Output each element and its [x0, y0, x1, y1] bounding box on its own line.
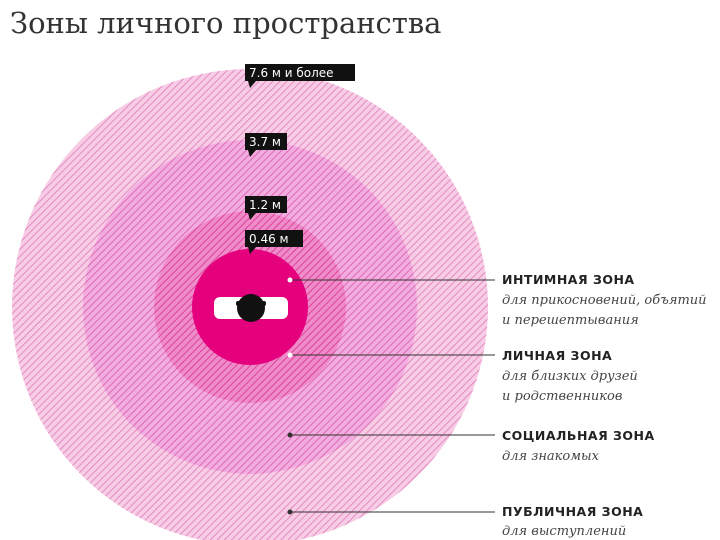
zone-name: ЛИЧНАЯ ЗОНА	[502, 348, 612, 363]
zone-description: и родственников	[502, 389, 622, 404]
zone-description: и перешептывания	[502, 313, 639, 328]
zone-description: для близких друзей	[502, 369, 638, 384]
person-icon	[214, 294, 288, 322]
distance-label: 7.6 м и более	[249, 66, 334, 80]
zone-name: ИНТИМНАЯ ЗОНА	[502, 272, 635, 287]
zone-description: для знакомых	[502, 449, 600, 464]
title: Зоны личного пространства	[10, 6, 441, 40]
legend: ИНТИМНАЯ ЗОНА для прикосновений, объятий…	[502, 272, 707, 539]
zone-description: для прикосновений, объятий	[502, 293, 707, 308]
zone-description: для выступлений	[502, 524, 626, 539]
distance-label: 0.46 м	[249, 232, 289, 246]
zone-name: СОЦИАЛЬНАЯ ЗОНА	[502, 428, 655, 443]
leaders	[287, 277, 495, 515]
distance-label: 1.2 м	[249, 198, 281, 212]
zone-name: ПУБЛИЧНАЯ ЗОНА	[502, 504, 643, 519]
distance-labels: 7.6 м и более 3.7 м 1.2 м 0.46 м	[245, 64, 355, 254]
distance-label: 3.7 м	[249, 135, 281, 149]
